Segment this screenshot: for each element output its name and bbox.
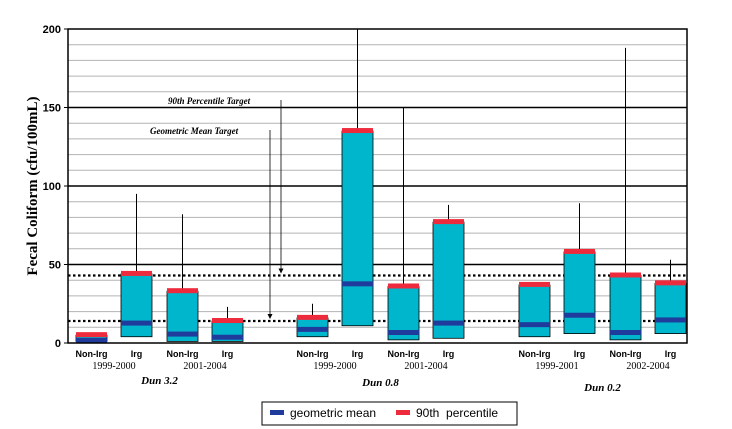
period-label-dun-3-2-1999-2000: 1999-2000 (92, 361, 135, 372)
boxes (75, 29, 687, 343)
box-dun-3-2-2001-2004-non-irg (166, 214, 199, 342)
legend-box (261, 401, 518, 426)
target-label-90th-percentile-target: 90th Percentile Target (168, 96, 251, 106)
period-label-dun-0-2-1999-2001: 1999-2001 (535, 361, 578, 372)
p90-marker-dun-0-2-2002-2004-non-irg (610, 272, 641, 278)
y-axis: 0 50 100 150 200 (43, 24, 68, 350)
site-label-dun-3-2: Dun 3.2 (140, 375, 178, 387)
y-axis-label: Fecal Coliform (cfu/100mL) (25, 96, 41, 275)
mean-marker-dun-3-2-2001-2004-non-irg (167, 331, 198, 337)
box-dun-0-8-1999-2000-non-irg (296, 303, 329, 338)
p90-marker-dun-3-2-1999-2000-irg (121, 270, 152, 276)
range-box-dun-0-8-1999-2000-irg (341, 130, 374, 327)
category-label-dun-0-8-2001-2004-irg: Irg (443, 349, 455, 359)
p90-marker-dun-3-2-1999-2000-non-irg (76, 332, 107, 338)
mean-marker-dun-0-8-1999-2000-non-irg (297, 326, 328, 332)
legend: geometric mean 90th percentile (261, 401, 518, 426)
legend-swatch-90th-percentile (396, 410, 410, 415)
y-tick-label: 0 (55, 338, 61, 350)
site-label-dun-0-8: Dun 0.8 (361, 377, 399, 389)
p90-marker-dun-0-8-1999-2000-irg (342, 128, 373, 134)
target-arrowhead-90th-percentile-target (278, 268, 284, 274)
box-dun-0-8-2001-2004-non-irg (387, 107, 420, 341)
box-dun-3-2-2001-2004-irg (211, 306, 244, 342)
legend-swatch-geometric-mean (270, 410, 284, 415)
box-dun-0-2-1999-2001-irg (563, 203, 596, 334)
category-label-dun-0-2-2002-2004-non-irg: Non-Irg (610, 349, 642, 359)
category-label-dun-3-2-1999-2000-non-irg: Non-Irg (76, 349, 108, 359)
period-label-dun-3-2-2001-2004: 2001-2004 (183, 361, 226, 372)
period-label-dun-0-2-2002-2004: 2002-2004 (626, 361, 669, 372)
legend-label-90th-percentile: 90th percentile (416, 406, 498, 420)
p90-marker-dun-0-2-2002-2004-irg (655, 280, 686, 286)
box-dun-0-2-1999-2001-non-irg (518, 281, 551, 338)
range-box-dun-0-2-1999-2001-irg (563, 251, 596, 334)
range-box-dun-0-2-1999-2001-non-irg (518, 284, 551, 338)
mean-marker-dun-0-8-2001-2004-non-irg (388, 330, 419, 336)
p90-marker-dun-0-8-1999-2000-non-irg (297, 314, 328, 320)
p90-marker-dun-0-8-2001-2004-non-irg (388, 283, 419, 289)
category-label-dun-0-2-2002-2004-irg: Irg (665, 349, 677, 359)
p90-marker-dun-0-2-1999-2001-irg (564, 248, 595, 254)
category-label-dun-3-2-1999-2000-irg: Irg (131, 349, 143, 359)
range-box-dun-0-2-2002-2004-irg (654, 282, 687, 334)
mean-marker-dun-0-2-1999-2001-non-irg (519, 322, 550, 328)
category-label-dun-0-2-1999-2001-non-irg: Non-Irg (519, 349, 551, 359)
category-label-dun-0-2-1999-2001-irg: Irg (574, 349, 586, 359)
category-label-dun-0-8-2001-2004-non-irg: Non-Irg (388, 349, 420, 359)
mean-marker-dun-0-8-2001-2004-irg (433, 320, 464, 326)
box-dun-0-8-2001-2004-irg (432, 204, 465, 339)
box-dun-0-8-1999-2000-irg (341, 29, 374, 327)
y-tick-label: 200 (43, 24, 61, 36)
p90-marker-dun-3-2-2001-2004-irg (212, 318, 243, 324)
range-box-dun-3-2-1999-2000-irg (120, 273, 153, 338)
category-label-dun-0-8-1999-2000-non-irg: Non-Irg (297, 349, 329, 359)
site-label-dun-0-2: Dun 0.2 (583, 382, 621, 394)
target-label-geometric-mean-target: Geometric Mean Target (150, 126, 239, 136)
y-tick-label: 100 (43, 181, 61, 193)
x-axis-labels: Non-Irg Irg 1999-2000 Non-Irg Irg 2001-2004 Du… (76, 349, 677, 394)
period-label-dun-0-8-2001-2004: 2001-2004 (404, 361, 447, 372)
box-dun-3-2-1999-2000-irg (120, 193, 153, 338)
mean-marker-dun-3-2-2001-2004-irg (212, 334, 243, 340)
category-label-dun-0-8-1999-2000-irg: Irg (352, 349, 364, 359)
box-dun-3-2-1999-2000-non-irg (75, 332, 108, 343)
legend-label-geometric-mean: geometric mean (290, 406, 376, 420)
annotations: 90th Percentile Target Geometric Mean Tar… (150, 96, 284, 320)
p90-marker-dun-0-2-1999-2001-non-irg (519, 281, 550, 287)
mean-marker-dun-3-2-1999-2000-non-irg (76, 337, 107, 343)
p90-marker-dun-0-8-2001-2004-irg (433, 219, 464, 225)
target-arrowhead-geometric-mean-target (267, 314, 273, 320)
box-dun-0-2-2002-2004-irg (654, 259, 687, 334)
mean-marker-dun-0-2-2002-2004-irg (655, 317, 686, 323)
period-label-dun-0-8-1999-2000: 1999-2000 (313, 361, 356, 372)
category-label-dun-3-2-2001-2004-irg: Irg (222, 349, 234, 359)
y-tick-label: 150 (43, 103, 61, 115)
mean-marker-dun-0-2-2002-2004-non-irg (610, 330, 641, 336)
y-tick-label: 50 (49, 260, 61, 272)
p90-marker-dun-3-2-2001-2004-non-irg (167, 288, 198, 294)
box-dun-0-2-2002-2004-non-irg (609, 47, 642, 341)
mean-marker-dun-0-2-1999-2001-irg (564, 312, 595, 318)
mean-marker-dun-3-2-1999-2000-irg (121, 320, 152, 326)
range-box-dun-0-2-2002-2004-non-irg (609, 275, 642, 341)
category-label-dun-3-2-2001-2004-non-irg: Non-Irg (167, 349, 199, 359)
mean-marker-dun-0-8-1999-2000-irg (342, 281, 373, 287)
